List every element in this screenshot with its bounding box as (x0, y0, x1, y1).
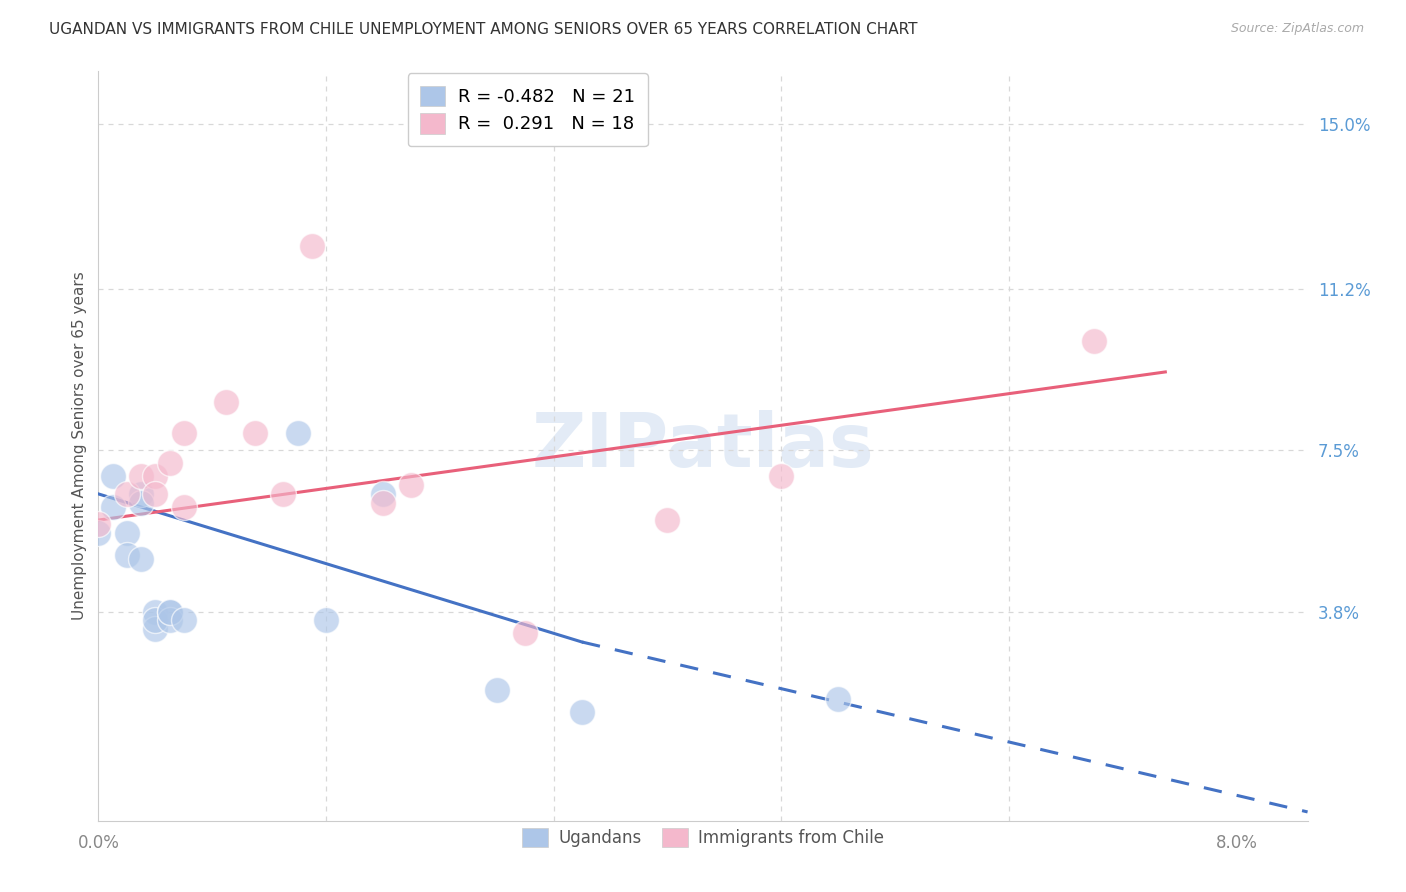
Point (143, 622, 166, 636)
Text: ZIPatlas: ZIPatlas (531, 409, 875, 483)
Point (243, 425, 266, 440)
Point (485, 682, 508, 697)
Point (173, 425, 195, 440)
Point (129, 552, 152, 566)
Y-axis label: Unemployment Among Seniors over 65 years: Unemployment Among Seniors over 65 years (72, 272, 87, 620)
Point (371, 487, 394, 501)
Point (115, 526, 138, 541)
Point (371, 495, 394, 509)
Point (827, 691, 849, 706)
Point (143, 605, 166, 619)
Text: Source: ZipAtlas.com: Source: ZipAtlas.com (1230, 22, 1364, 36)
Point (215, 395, 238, 409)
Point (657, 513, 679, 527)
Point (101, 469, 124, 483)
Point (287, 425, 309, 440)
Point (129, 469, 152, 483)
Point (159, 605, 181, 619)
Point (515, 626, 537, 640)
Point (129, 487, 152, 501)
Point (159, 613, 181, 627)
Point (159, 605, 181, 619)
Point (143, 613, 166, 627)
Point (315, 613, 337, 627)
Point (143, 487, 166, 501)
Point (115, 548, 138, 562)
Point (129, 495, 152, 509)
Point (173, 613, 195, 627)
Point (770, 469, 793, 483)
Point (301, 238, 323, 252)
Text: UGANDAN VS IMMIGRANTS FROM CHILE UNEMPLOYMENT AMONG SENIORS OVER 65 YEARS CORREL: UGANDAN VS IMMIGRANTS FROM CHILE UNEMPLO… (49, 22, 918, 37)
Point (1083, 334, 1105, 349)
Point (571, 705, 593, 719)
Point (173, 500, 195, 514)
Point (87, 517, 110, 532)
Point (401, 478, 423, 492)
Point (101, 500, 124, 514)
Point (87, 526, 110, 541)
Legend: Ugandans, Immigrants from Chile: Ugandans, Immigrants from Chile (515, 821, 891, 854)
Point (273, 487, 295, 501)
Point (159, 457, 181, 471)
Point (115, 487, 138, 501)
Point (143, 469, 166, 483)
